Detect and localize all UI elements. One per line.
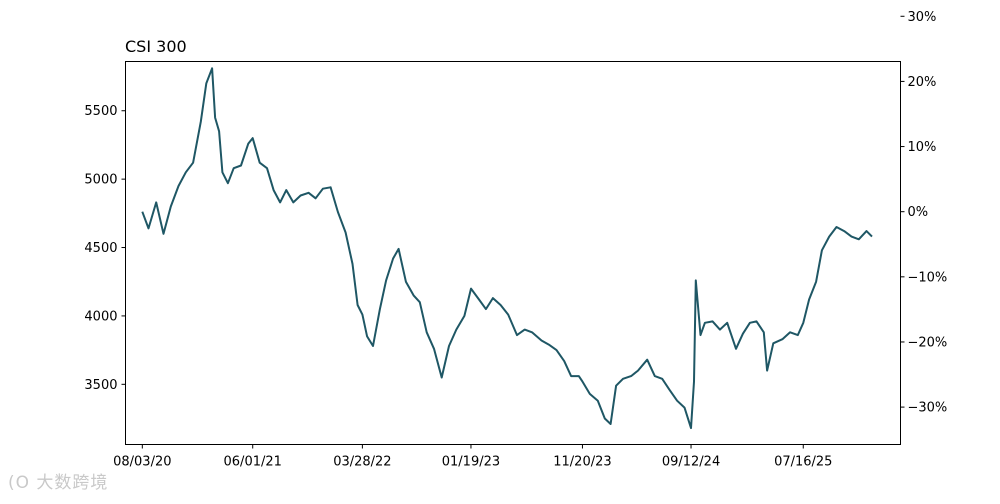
plot-frame: [125, 61, 901, 445]
y2-tick-label: −20%: [908, 335, 948, 350]
y2-tick-label: −30%: [908, 401, 948, 416]
x-tick-label: 08/03/20: [113, 455, 171, 470]
watermark-logo: (O 大数跨境: [8, 473, 109, 493]
y2-tick-label: 30%: [908, 10, 937, 25]
y-tick-label: 5500: [84, 104, 117, 119]
y-tick-label: 5000: [84, 173, 117, 188]
y2-tick-label: 20%: [908, 75, 937, 90]
chart-title: CSI 300: [125, 37, 187, 56]
x-tick-label: 09/12/24: [662, 455, 720, 470]
x-tick-label: 01/19/23: [442, 455, 500, 470]
y-tick-label: 4000: [84, 309, 117, 324]
tick-layer: 3500 4000 4500 5000 5500 30% 20% 10% 0% −10% −20% −…: [84, 10, 947, 470]
x-tick-label: 11/20/23: [553, 455, 611, 470]
y2-tick-label: 0%: [908, 205, 929, 220]
x-tick-label: 03/28/22: [333, 455, 391, 470]
y2-tick-label: 10%: [908, 140, 937, 155]
price-series-line: [141, 67, 873, 430]
x-tick-label: 06/01/21: [224, 455, 282, 470]
y-tick-label: 4500: [84, 241, 117, 256]
y-tick-label: 3500: [84, 378, 117, 393]
y2-tick-label: −10%: [908, 270, 948, 285]
x-tick-label: 07/16/25: [774, 455, 832, 470]
